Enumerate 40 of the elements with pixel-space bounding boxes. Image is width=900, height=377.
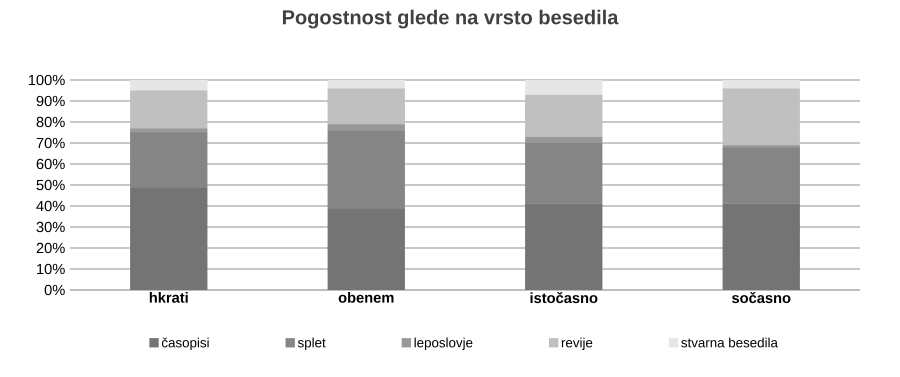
- x-tick-label: hkrati: [150, 292, 188, 303]
- y-tick-label: 20%: [36, 242, 65, 254]
- bar: [722, 147, 800, 204]
- y-tick-label: 70%: [36, 138, 65, 148]
- bar: [328, 130, 405, 208]
- bar: [130, 128, 208, 132]
- y-tick-label: 0%: [44, 284, 65, 296]
- bar: [722, 204, 800, 290]
- bar: [525, 94, 602, 137]
- chart-title: Pogostnost glede na vrsto besedila: [282, 10, 618, 28]
- bar: [130, 132, 208, 188]
- y-tick-label: 30%: [36, 222, 65, 232]
- bar: [328, 208, 405, 290]
- bar: [525, 204, 602, 290]
- legend-label: revije: [562, 338, 592, 350]
- bar: [525, 80, 602, 95]
- bar: [130, 80, 208, 90]
- x-tick-label: istočasno: [530, 292, 598, 304]
- legend-label: časopisi: [162, 338, 209, 350]
- x-tick-label: obenem: [338, 292, 394, 303]
- bar: [328, 124, 405, 130]
- y-tick-label: 50%: [36, 180, 65, 190]
- bar: [130, 90, 208, 128]
- bar: [130, 187, 208, 290]
- bar: [722, 80, 800, 88]
- bar: [525, 136, 602, 143]
- y-tick-label: 60%: [36, 158, 65, 170]
- y-tick-label: 100%: [28, 74, 65, 86]
- bar: [722, 88, 800, 146]
- x-tick-label: sočasno: [732, 292, 790, 304]
- bar: [328, 80, 405, 88]
- bar: [328, 88, 405, 124]
- y-tick-label: 80%: [36, 116, 65, 128]
- y-tick-label: 10%: [37, 264, 65, 274]
- y-tick-label: 90%: [36, 96, 65, 106]
- legend-label: stvarna besedila: [681, 338, 778, 348]
- bar: [525, 142, 602, 204]
- legend-label: splet: [298, 338, 326, 350]
- y-tick-label: 40%: [36, 200, 65, 212]
- legend-label: leposlovje: [414, 338, 472, 350]
